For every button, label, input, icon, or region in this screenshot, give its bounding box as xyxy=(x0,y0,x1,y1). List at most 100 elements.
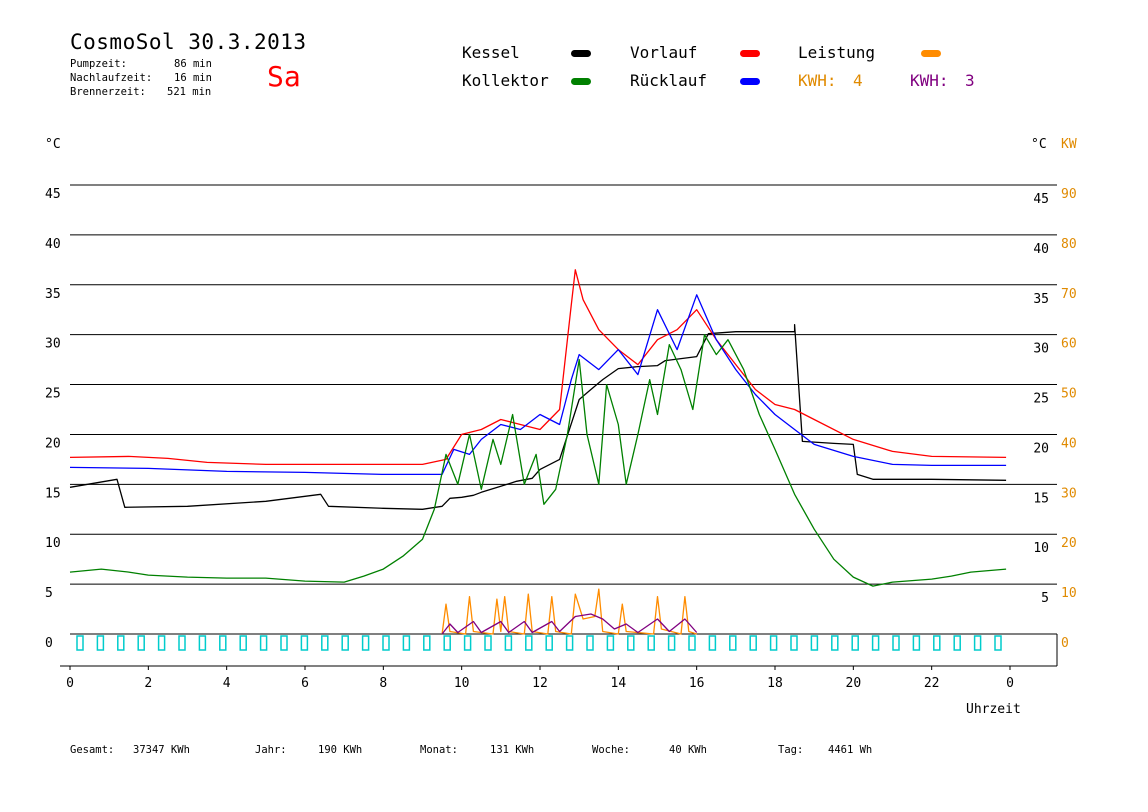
x-tick-7: 14 xyxy=(611,676,627,691)
legend-label-kollektor: Kollektor xyxy=(462,71,549,90)
pump-status-mark xyxy=(892,635,900,651)
legend-kwh-value-2: 3 xyxy=(965,71,975,90)
y-tick-right-kw-50: 50 xyxy=(1061,387,1077,402)
pump-status-mark xyxy=(810,635,819,651)
pump-status-mark xyxy=(953,635,961,651)
pump-status-mark xyxy=(178,635,186,651)
y-tick-right-kw-90: 90 xyxy=(1061,187,1077,202)
pump-status-mark xyxy=(994,635,1002,651)
footer-value-woche: 40 KWh xyxy=(669,744,707,756)
footer-value-jahr: 190 KWh xyxy=(318,744,363,756)
footer-label-gesamt: Gesamt: xyxy=(70,744,115,756)
pump-status-mark xyxy=(463,635,472,651)
x-tick-11: 22 xyxy=(924,676,940,691)
legend-label-vorlauf: Vorlauf xyxy=(630,43,698,62)
legend-label-ruecklauf: Rücklauf xyxy=(630,71,708,90)
y-tick-right-kw-60: 60 xyxy=(1061,337,1077,352)
legend-kwh-value-1: 4 xyxy=(853,71,863,90)
footer-label-jahr: Jahr: xyxy=(255,744,287,756)
y-tick-right-c-40: 40 xyxy=(1033,242,1049,257)
y-tick-right-kw-0: 0 xyxy=(1061,636,1069,651)
pump-status-mark xyxy=(402,635,411,651)
series-line-vorlauf xyxy=(69,269,1007,466)
footer-value-gesamt: 37347 KWh xyxy=(133,744,190,756)
chart-title: CosmoSol 30.3.2013 xyxy=(70,30,307,54)
stat-label-brennerzeit: Brennerzeit: xyxy=(70,86,146,98)
pump-status-mark xyxy=(667,635,676,651)
pump-status-mark xyxy=(96,635,105,651)
y-tick-right-kw-20: 20 xyxy=(1061,536,1077,551)
pump-status-mark xyxy=(157,635,166,651)
pump-status-mark xyxy=(198,635,207,651)
pump-status-mark xyxy=(321,635,329,651)
y-tick-left-25: 25 xyxy=(45,387,61,402)
y-tick-right-c-45: 45 xyxy=(1033,192,1049,207)
pump-status-mark xyxy=(871,635,880,651)
x-tick-0: 0 xyxy=(66,676,74,691)
pump-status-mark xyxy=(912,635,921,651)
pump-status-mark xyxy=(933,635,941,651)
x-tick-5: 10 xyxy=(454,676,470,691)
pump-status-mark xyxy=(647,635,655,651)
stat-value-nachlaufzeit: 16 min xyxy=(174,72,212,84)
x-tick-8: 16 xyxy=(689,676,705,691)
right-axis-unit-celsius: °C xyxy=(1031,137,1047,152)
pump-status-mark xyxy=(117,635,125,651)
x-tick-3: 6 xyxy=(301,676,309,691)
y-tick-right-c-15: 15 xyxy=(1033,491,1049,506)
pump-status-mark xyxy=(708,635,717,651)
stat-value-pumpzeit: 86 min xyxy=(174,58,212,70)
x-tick-1: 2 xyxy=(144,676,152,691)
x-tick-9: 18 xyxy=(767,676,783,691)
y-tick-left-20: 20 xyxy=(45,436,61,451)
stat-value-brennerzeit: 521 min xyxy=(167,86,212,98)
y-tick-left-45: 45 xyxy=(45,187,61,202)
pump-status-mark xyxy=(361,635,370,651)
series-line-leistung xyxy=(441,588,697,635)
legend-label-kessel: Kessel xyxy=(462,43,520,62)
y-tick-left-40: 40 xyxy=(45,237,61,252)
pump-status-mark xyxy=(831,635,839,651)
y-tick-left-10: 10 xyxy=(45,536,61,551)
legend-swatch-kollektor xyxy=(571,78,591,85)
pump-status-mark xyxy=(239,635,247,651)
footer-label-monat: Monat: xyxy=(420,744,458,756)
pump-status-mark xyxy=(341,635,349,651)
pump-status-mark xyxy=(525,635,533,651)
pump-status-mark xyxy=(545,635,553,651)
series-line-leistung-2 xyxy=(441,613,698,635)
pump-status-mark xyxy=(300,635,309,651)
pump-status-mark xyxy=(484,635,492,651)
x-tick-12: 0 xyxy=(1006,676,1014,691)
series-line-kessel xyxy=(69,324,1007,510)
pump-status-mark xyxy=(423,635,431,651)
legend-kwh-label-1: KWH: xyxy=(798,71,837,90)
y-tick-left-0: 0 xyxy=(45,636,53,651)
footer-value-tag: 4461 Wh xyxy=(828,744,873,756)
y-tick-right-c-35: 35 xyxy=(1033,292,1049,307)
x-axis-title: Uhrzeit xyxy=(966,702,1021,717)
pump-status-mark xyxy=(749,635,757,651)
legend-label-leistung: Leistung xyxy=(798,43,876,62)
pump-status-mark xyxy=(769,635,778,651)
y-tick-left-30: 30 xyxy=(45,337,61,352)
y-tick-right-kw-10: 10 xyxy=(1061,586,1077,601)
y-tick-right-kw-80: 80 xyxy=(1061,237,1077,252)
pump-status-mark xyxy=(382,635,390,651)
pump-status-mark xyxy=(76,635,84,651)
pump-status-mark xyxy=(790,635,798,651)
pump-status-mark xyxy=(729,635,737,651)
weekday-label: Sa xyxy=(267,60,301,93)
y-tick-right-kw-30: 30 xyxy=(1061,486,1077,501)
pump-status-mark xyxy=(565,635,574,651)
legend-kwh-label-2: KWH: xyxy=(910,71,949,90)
x-tick-6: 12 xyxy=(532,676,548,691)
y-tick-right-kw-40: 40 xyxy=(1061,436,1077,451)
stat-label-nachlaufzeit: Nachlaufzeit: xyxy=(70,72,153,84)
legend-swatch-ruecklauf xyxy=(740,78,760,85)
pump-status-mark xyxy=(688,635,696,651)
pump-status-mark xyxy=(219,635,227,651)
footer-value-monat: 131 KWh xyxy=(490,744,535,756)
pump-status-mark xyxy=(606,635,615,651)
